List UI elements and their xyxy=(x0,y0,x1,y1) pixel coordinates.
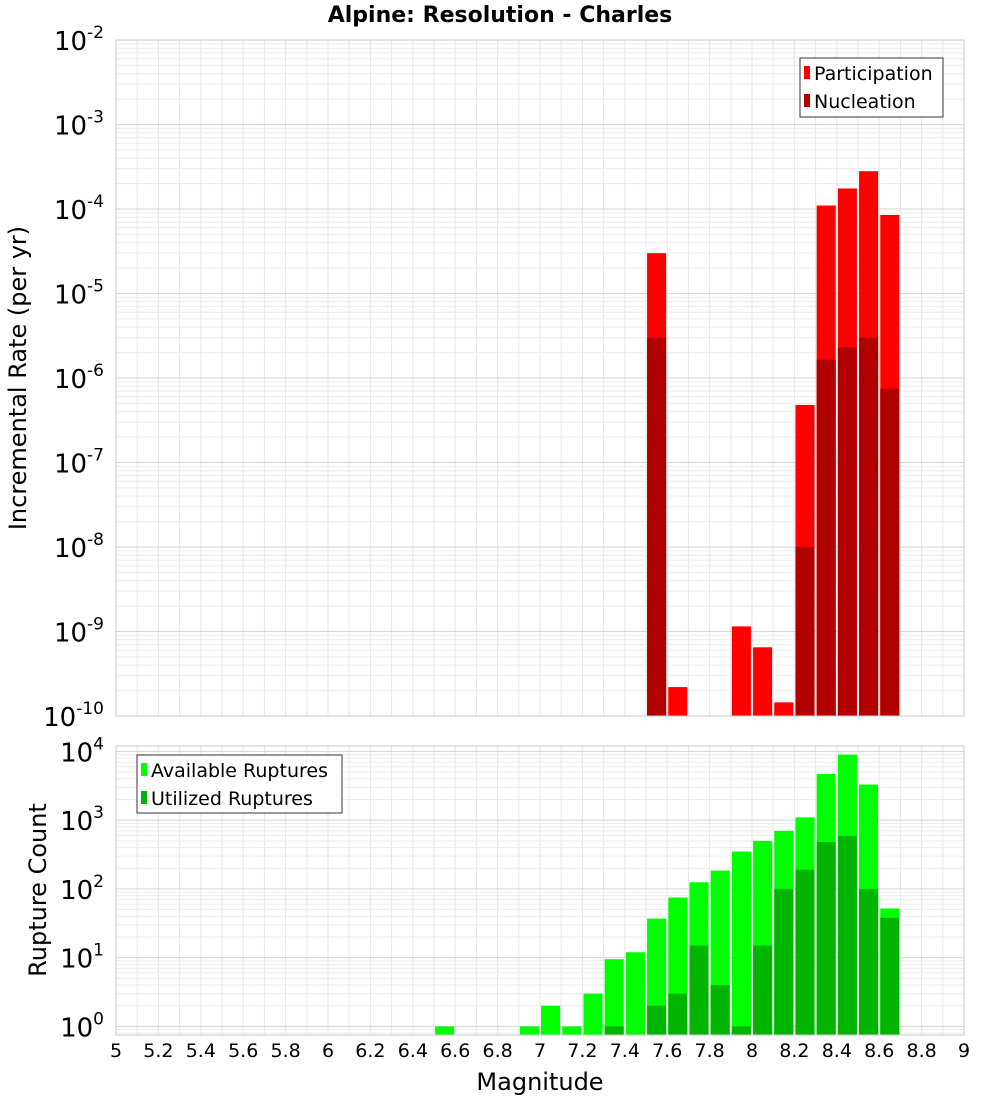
y-tick-label: 100 xyxy=(60,1009,104,1043)
x-tick-label: 5.8 xyxy=(270,1040,300,1062)
bar xyxy=(647,1005,667,1035)
legend-label: Nucleation xyxy=(814,91,916,113)
bar xyxy=(583,993,603,1035)
bar xyxy=(774,702,794,716)
y-tick-label: 104 xyxy=(60,734,104,768)
y-tick-label: 102 xyxy=(60,872,104,906)
bar xyxy=(816,842,836,1035)
x-tick-label: 5.4 xyxy=(186,1040,216,1062)
x-tick-label: 7 xyxy=(534,1040,546,1062)
x-axis-label: Magnitude xyxy=(476,1068,603,1096)
y-tick-label: 10-6 xyxy=(54,361,104,395)
legend: Available Ruptures Utilized Ruptures xyxy=(136,754,343,814)
bar xyxy=(668,993,688,1035)
legend-swatch xyxy=(804,94,810,107)
legend-swatch xyxy=(141,791,147,804)
legend-swatch xyxy=(141,763,147,776)
x-tick-label: 8.8 xyxy=(906,1040,936,1062)
x-tick-label: 6 xyxy=(322,1040,334,1062)
bar xyxy=(880,917,900,1035)
bar xyxy=(774,888,794,1035)
x-tick-label: 5 xyxy=(110,1040,122,1062)
rate-panel: 10-2 10-3 10-4 10-5 10-6 10-7 10-8 10-9 10-10 Inc… xyxy=(4,23,965,733)
bar xyxy=(710,985,730,1035)
y-axis-label: Incremental Rate (per yr) xyxy=(4,226,32,530)
y-tick-label: 10-8 xyxy=(54,530,104,564)
legend-box xyxy=(799,57,944,118)
x-tick-label: 8.2 xyxy=(779,1040,809,1062)
chart-title: Alpine: Resolution - Charles xyxy=(328,3,673,28)
bar xyxy=(753,945,773,1035)
y-tick-label: 10-4 xyxy=(54,192,104,226)
legend-label: Utilized Ruptures xyxy=(151,788,313,810)
x-tick-label: 7.2 xyxy=(567,1040,597,1062)
bar xyxy=(689,945,709,1035)
x-tick-label: 6.4 xyxy=(398,1040,428,1062)
legend: Participation Nucleation xyxy=(799,57,944,118)
legend-swatch xyxy=(804,66,810,79)
bar xyxy=(625,952,645,1035)
legend-box xyxy=(136,754,343,814)
x-tick-label: 6.6 xyxy=(440,1040,470,1062)
bar xyxy=(795,547,815,716)
x-tick-label: 7.4 xyxy=(610,1040,640,1062)
plot-border xyxy=(115,745,965,1036)
x-tick-label: 7.8 xyxy=(694,1040,724,1062)
x-tick-label: 9 xyxy=(958,1040,970,1062)
series-nucleation xyxy=(647,337,900,716)
bar xyxy=(731,851,751,1035)
x-tick-label: 5.6 xyxy=(228,1040,258,1062)
plot-border xyxy=(115,39,965,717)
y-tick-label: 10-5 xyxy=(54,277,104,311)
y-tick-label: 10-9 xyxy=(54,615,104,649)
bar xyxy=(435,1026,455,1035)
y-tick-label: 10-3 xyxy=(54,108,104,142)
bar xyxy=(859,337,879,716)
bar xyxy=(837,347,857,716)
x-tick-label: 7.6 xyxy=(652,1040,682,1062)
series-utilized-ruptures xyxy=(604,835,900,1035)
bar xyxy=(731,1026,751,1035)
x-tick-label: 6.2 xyxy=(355,1040,385,1062)
x-tick-label: 6.8 xyxy=(482,1040,512,1062)
bar xyxy=(880,388,900,716)
legend-label: Participation xyxy=(814,63,933,85)
bar xyxy=(816,359,836,716)
y-tick-label: 101 xyxy=(60,941,104,975)
bar xyxy=(731,626,751,716)
bar xyxy=(647,337,667,716)
y-tick-label: 10-10 xyxy=(43,699,104,733)
bar xyxy=(604,959,624,1035)
bar xyxy=(604,1026,624,1035)
x-tick-label: 8.6 xyxy=(864,1040,894,1062)
y-axis-label: Rupture Count xyxy=(24,803,52,977)
bar xyxy=(519,1026,539,1035)
bar xyxy=(541,1005,561,1035)
bar xyxy=(668,687,688,716)
bar xyxy=(837,835,857,1035)
bar xyxy=(795,869,815,1035)
x-tick-label: 8.4 xyxy=(822,1040,852,1062)
x-tick-label: 5.2 xyxy=(143,1040,173,1062)
x-tick-label: 8 xyxy=(746,1040,758,1062)
y-tick-label: 103 xyxy=(60,803,104,837)
bar xyxy=(562,1026,582,1035)
grid xyxy=(115,39,965,717)
y-tick-label: 10-7 xyxy=(54,446,104,480)
bar xyxy=(753,647,773,716)
bar xyxy=(859,888,879,1035)
legend-label: Available Ruptures xyxy=(151,760,328,782)
count-panel: 104 103 102 101 100 Rupture Count Available Ru… xyxy=(24,734,970,1096)
y-tick-label: 10-2 xyxy=(54,23,104,57)
